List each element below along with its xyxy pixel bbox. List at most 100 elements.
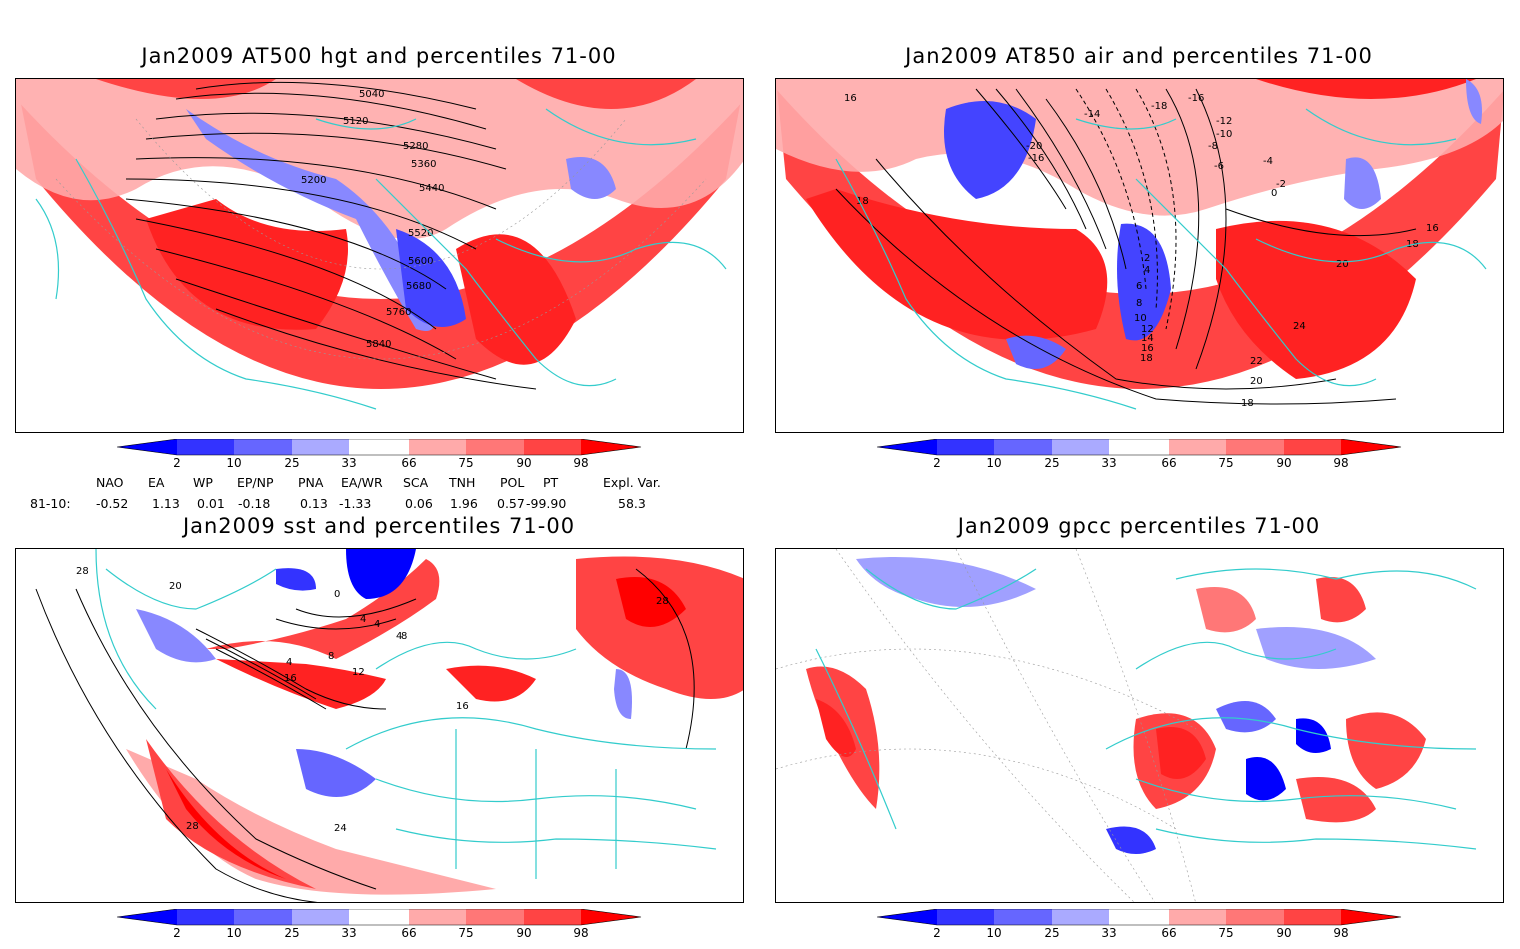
svg-text:4: 4 (286, 657, 292, 668)
colorbar-label: 33 (341, 926, 357, 940)
sst-contours (35, 568, 695, 902)
cold-sst-bay (276, 568, 316, 591)
index-value: -0.52 (96, 496, 129, 511)
indices-values-row: 81-10: -0.52 1.13 0.01 -0.18 0.13 -1.33 … (0, 496, 760, 512)
svg-text:2: 2 (1144, 253, 1150, 264)
cold-sst-south (296, 749, 376, 797)
warm-sst-east (576, 556, 743, 699)
svg-text:5280: 5280 (403, 141, 428, 152)
strong-warm-region-east (456, 234, 576, 365)
svg-text:5440: 5440 (419, 183, 444, 194)
index-header: NAO (96, 475, 124, 490)
index-header: POL (500, 475, 525, 490)
colorbar-label: 98 (573, 456, 589, 470)
graticule (55, 118, 707, 360)
colorbar-label: 90 (516, 926, 532, 940)
air850-map: 16 18 -20 -16 -14 -18 -16 -12 -10 -8 -6 … (776, 79, 1503, 410)
colorbar-label: 25 (284, 456, 300, 470)
svg-text:20: 20 (1250, 376, 1263, 387)
svg-text:16: 16 (1141, 343, 1154, 354)
wet-region-north (1196, 587, 1256, 633)
colorbar-label: 90 (1276, 456, 1292, 470)
colorbar-panel-3: 2 10 25 33 66 75 90 98 (117, 909, 647, 949)
strong-warm-region-east (1216, 220, 1416, 379)
colorbar-label: 66 (1161, 456, 1177, 470)
gpcc-map (776, 549, 1477, 902)
svg-text:28: 28 (656, 596, 669, 607)
dry-region-mid (1216, 701, 1276, 733)
colorbar-panel-2: 2 10 25 33 66 75 90 98 (877, 439, 1407, 479)
strong-warm-sst-east (616, 577, 686, 627)
svg-text:16: 16 (844, 93, 857, 104)
svg-text:18: 18 (1140, 353, 1153, 364)
index-row-label: 81-10: (30, 496, 71, 511)
svg-text:20: 20 (1336, 259, 1349, 270)
svg-text:6: 6 (1136, 281, 1142, 292)
colorbar-label: 98 (1333, 926, 1349, 940)
svg-text:-18: -18 (1151, 101, 1167, 112)
graticule (776, 549, 1197, 902)
index-value: 0.57 (497, 496, 525, 511)
warm-arctic-region (1256, 79, 1476, 99)
svg-text:8: 8 (401, 631, 407, 642)
index-header: WP (193, 475, 213, 490)
index-value: -1.33 (339, 496, 372, 511)
index-header: PT (543, 475, 559, 490)
index-value: 58.3 (618, 496, 646, 511)
svg-text:16: 16 (1426, 223, 1439, 234)
cold-anomaly-east (566, 157, 616, 199)
colorbar-label: 33 (1101, 456, 1117, 470)
svg-text:-6: -6 (1214, 161, 1224, 172)
svg-text:-4: -4 (1263, 156, 1273, 167)
cold-anomaly-south (1006, 335, 1066, 369)
index-header: PNA (298, 475, 324, 490)
svg-text:-16: -16 (1028, 153, 1044, 164)
colorbar-label: 75 (458, 926, 474, 940)
coastlines (95, 549, 717, 879)
index-header: SCA (403, 475, 429, 490)
colorbar-label: 10 (226, 456, 242, 470)
panel-3-title: Jan2009 sst and percentiles 71-00 (182, 514, 576, 538)
panel-4-title: Jan2009 gpcc percentiles 71-00 (957, 514, 1321, 538)
svg-text:5040: 5040 (359, 89, 384, 100)
index-value: 0.01 (197, 496, 225, 511)
colorbar-label: 10 (226, 926, 242, 940)
colorbar-label: 2 (173, 456, 181, 470)
colorbar-label: 66 (401, 456, 417, 470)
colorbar-label: 66 (401, 926, 417, 940)
index-value: -99.90 (526, 496, 567, 511)
index-header: EP/NP (237, 475, 274, 490)
svg-text:5680: 5680 (406, 281, 431, 292)
coastlines (815, 568, 1477, 850)
map-panel-3: 28 20 0 4 4 4 8 12 16 4 8 16 24 28 28 (15, 548, 744, 903)
warm-sst-north (206, 559, 440, 659)
index-header: Expl. Var. (603, 475, 661, 490)
svg-text:22: 22 (1250, 356, 1263, 367)
colorbar-label: 66 (1161, 926, 1177, 940)
svg-text:-14: -14 (1084, 109, 1100, 120)
hgt500-map: 5040 5120 5200 5280 5360 5440 5520 5600 … (16, 79, 743, 410)
svg-text:16: 16 (284, 673, 297, 684)
svg-text:-20: -20 (1026, 141, 1042, 152)
map-panel-1: 5040 5120 5200 5280 5360 5440 5520 5600 … (15, 78, 744, 433)
warm-sst-central (216, 659, 386, 709)
map-panel-4 (775, 548, 1504, 903)
map-panel-2: 16 18 -20 -16 -14 -18 -16 -12 -10 -8 -6 … (775, 78, 1504, 433)
index-header: TNH (449, 475, 476, 490)
svg-text:8: 8 (328, 651, 334, 662)
colorbar-label: 25 (1044, 456, 1060, 470)
hgt-contour-labels: 5040 5120 5200 5280 5360 5440 5520 5600 … (301, 89, 444, 350)
colorbar-label: 10 (986, 456, 1002, 470)
svg-text:-2: -2 (1276, 179, 1286, 190)
colorbar-panel-1: 2 10 25 33 66 75 90 98 (117, 439, 647, 479)
cold-anomaly-region (944, 101, 1036, 199)
svg-text:5520: 5520 (408, 228, 433, 239)
colorbar-label: 33 (1101, 926, 1117, 940)
dry-region-central (1256, 627, 1376, 669)
colorbar-label: 2 (933, 456, 941, 470)
wet-region-east (1346, 712, 1426, 789)
svg-text:24: 24 (1293, 321, 1306, 332)
svg-text:28: 28 (186, 821, 199, 832)
colorbar-label: 98 (1333, 456, 1349, 470)
colorbar-label: 75 (458, 456, 474, 470)
